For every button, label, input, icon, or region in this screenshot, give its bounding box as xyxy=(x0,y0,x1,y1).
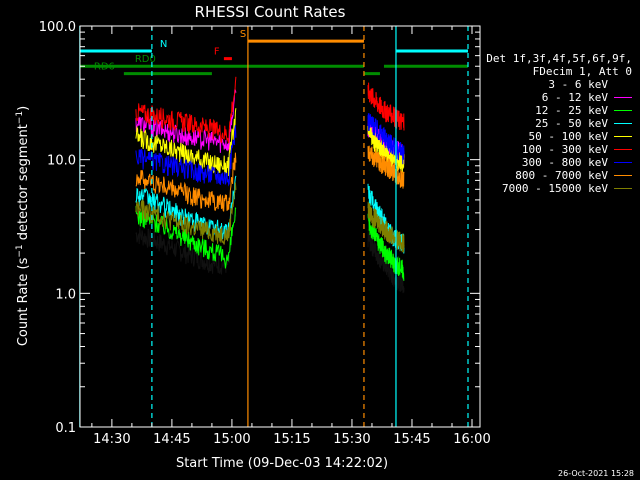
legend-entry-label: 7000 - 15000 keV xyxy=(502,182,608,195)
annotation-label-f: F xyxy=(214,47,220,58)
legend-entry-label: 800 - 7000 keV xyxy=(515,169,608,182)
x-tick-label: 15:15 xyxy=(273,432,310,447)
plot-frame xyxy=(79,25,481,428)
legend-entry: 800 - 7000 keV xyxy=(474,169,640,182)
legend-entry-label: 50 - 100 keV xyxy=(528,130,608,143)
legend-header-line-2: FDecim 1, Att 0 xyxy=(532,65,632,78)
series-line-8-segment-1 xyxy=(367,201,405,253)
legend-entry: 3 - 6 keV xyxy=(474,78,640,91)
annotation-label-rd6: RD6 xyxy=(94,62,115,73)
series-line-6-segment-1 xyxy=(367,113,405,165)
legend-swatch xyxy=(614,123,632,124)
series-line-6-segment-0 xyxy=(135,125,237,187)
y-tick-label: 10.0 xyxy=(47,154,76,169)
x-tick-label: 15:00 xyxy=(213,432,250,447)
x-tick-label: 14:45 xyxy=(153,432,190,447)
generation-timestamp: 26-Oct-2021 15:28 xyxy=(558,469,634,478)
legend-rows: 3 - 6 keV 6 - 12 keV 12 - 25 keV 25 - 50 ke… xyxy=(474,78,640,195)
series-line-4-segment-0 xyxy=(135,108,237,177)
series-line-2-segment-1 xyxy=(367,213,405,281)
legend-swatch xyxy=(614,97,632,98)
annotation-layer: N S F RD0 RD6 xyxy=(79,29,468,76)
series-line-5-segment-1 xyxy=(367,82,405,131)
legend-entry-label: 12 - 25 keV xyxy=(535,104,608,117)
series-line-7-segment-0 xyxy=(135,152,237,212)
x-axis-label: Start Time (09-Dec-03 14:22:02) xyxy=(176,456,388,471)
x-ticks: 14:30 14:45 15:00 15:15 15:30 15:45 16:00 xyxy=(91,26,491,447)
x-tick-label: 14:30 xyxy=(93,432,130,447)
legend-swatch xyxy=(614,188,632,189)
annotation-label-n: N xyxy=(160,39,167,50)
annotation-label-rd0: RD0 xyxy=(135,54,156,65)
legend-swatch xyxy=(613,83,633,86)
legend-swatch xyxy=(614,162,632,163)
legend-entry: 100 - 300 keV xyxy=(474,143,640,156)
legend-header-line-1: Det 1f,3f,4f,5f,6f,9f, xyxy=(486,52,632,65)
legend-entry: 7000 - 15000 keV xyxy=(474,182,640,195)
x-tick-label: 15:30 xyxy=(333,432,370,447)
legend-entry: 6 - 12 keV xyxy=(474,91,640,104)
legend-entry: 300 - 800 keV xyxy=(474,156,640,169)
legend-entry-label: 25 - 50 keV xyxy=(535,117,608,130)
vertical-lines-layer xyxy=(79,26,469,427)
legend-entry: 12 - 25 keV xyxy=(474,104,640,117)
legend-swatch xyxy=(614,110,632,111)
legend-entry-label: 6 - 12 keV xyxy=(541,91,608,104)
legend-entry-label: 3 - 6 keV xyxy=(548,78,608,91)
y-axis-label: Count Rate (s−1 detector segment−1) xyxy=(15,106,31,346)
series-layer xyxy=(135,76,405,294)
legend-swatch xyxy=(614,136,632,137)
x-tick-label: 16:00 xyxy=(453,432,490,447)
annotation-label-s: S xyxy=(240,29,246,40)
chart-title: RHESSI Count Rates xyxy=(195,3,346,21)
legend-entry: 25 - 50 keV xyxy=(474,117,640,130)
y-tick-label: 0.1 xyxy=(55,421,76,436)
legend-swatch xyxy=(614,149,632,150)
legend: Det 1f,3f,4f,5f,6f,9f, FDecim 1, Att 0 3… xyxy=(474,52,640,195)
series-line-5-segment-0 xyxy=(135,76,237,144)
legend-entry: 50 - 100 keV xyxy=(474,130,640,143)
y-tick-label: 1.0 xyxy=(55,287,76,302)
series-line-8-segment-0 xyxy=(135,182,237,245)
series-line-1-segment-0 xyxy=(135,89,237,153)
legend-entry-label: 100 - 300 keV xyxy=(521,143,608,156)
y-ticks: 0.1 1.0 10.0 100.0 xyxy=(39,20,480,436)
series-line-0-segment-0 xyxy=(135,211,237,275)
y-tick-label: 100.0 xyxy=(39,20,76,35)
series-line-7-segment-1 xyxy=(367,145,405,189)
x-tick-label: 15:45 xyxy=(393,432,430,447)
legend-swatch xyxy=(614,175,632,176)
legend-entry-label: 300 - 800 keV xyxy=(521,156,608,169)
